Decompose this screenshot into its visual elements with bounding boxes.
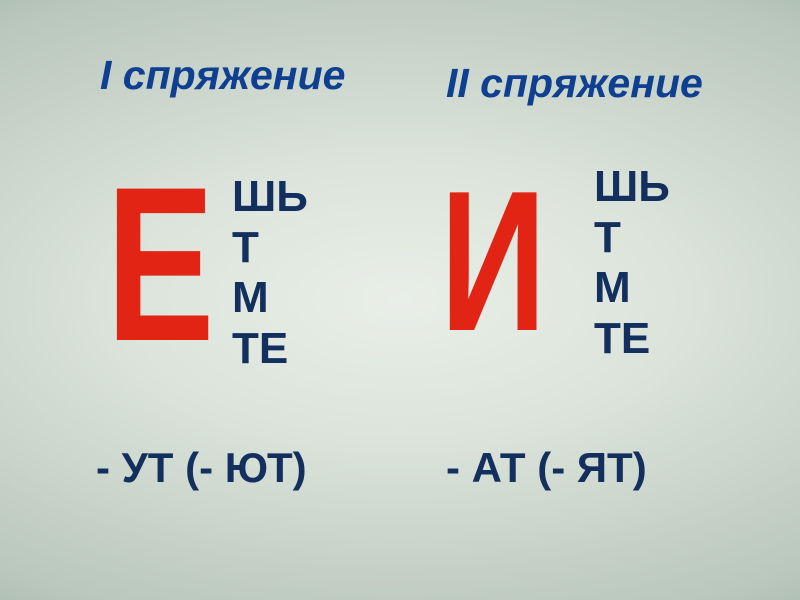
left-ending-2: М (232, 273, 308, 324)
right-big-letter: И (440, 162, 546, 362)
left-ending-0: ШЬ (232, 172, 308, 223)
right-plural: - АТ (- ЯТ) (446, 444, 647, 492)
left-ending-1: Т (232, 223, 308, 274)
left-endings: ШЬ Т М ТЕ (232, 172, 308, 374)
right-ending-2: М (594, 263, 670, 314)
right-endings: ШЬ Т М ТЕ (594, 162, 670, 364)
right-title: II спряжение (446, 60, 703, 107)
left-plural: - УТ (- ЮТ) (96, 444, 307, 492)
right-ending-3: ТЕ (594, 314, 670, 365)
right-ending-1: Т (594, 213, 670, 264)
left-title: I спряжение (100, 52, 345, 99)
left-big-letter: Е (106, 154, 215, 374)
left-ending-3: ТЕ (232, 324, 308, 375)
right-ending-0: ШЬ (594, 162, 670, 213)
